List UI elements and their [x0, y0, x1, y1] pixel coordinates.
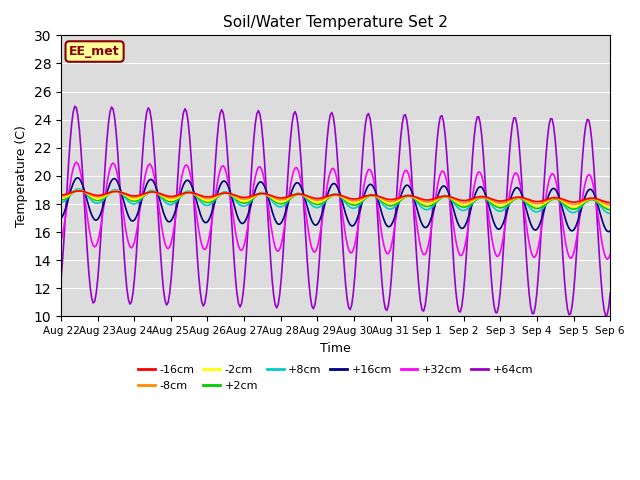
+8cm — [607, 210, 614, 216]
+16cm — [57, 216, 65, 221]
+8cm — [299, 192, 307, 198]
+16cm — [223, 180, 230, 185]
-8cm — [577, 199, 585, 205]
-16cm — [223, 190, 230, 196]
+64cm — [241, 275, 248, 281]
-8cm — [607, 202, 614, 208]
+64cm — [126, 301, 134, 307]
-2cm — [241, 199, 248, 204]
Line: -16cm: -16cm — [61, 191, 611, 203]
-2cm — [577, 201, 585, 207]
+2cm — [299, 192, 307, 198]
-16cm — [126, 192, 134, 198]
+2cm — [57, 197, 65, 203]
Legend: -16cm, -8cm, -2cm, +2cm, +8cm, +16cm, +32cm, +64cm: -16cm, -8cm, -2cm, +2cm, +8cm, +16cm, +3… — [134, 361, 538, 395]
+32cm — [241, 240, 248, 246]
-16cm — [57, 192, 65, 198]
-16cm — [76, 188, 83, 194]
+8cm — [57, 200, 65, 205]
-8cm — [126, 194, 134, 200]
-2cm — [126, 195, 134, 201]
+8cm — [241, 203, 248, 209]
+32cm — [223, 170, 230, 176]
Title: Soil/Water Temperature Set 2: Soil/Water Temperature Set 2 — [223, 15, 448, 30]
+2cm — [76, 187, 83, 193]
+2cm — [577, 203, 585, 209]
+16cm — [299, 189, 307, 194]
+32cm — [57, 238, 65, 244]
Text: EE_met: EE_met — [69, 45, 120, 58]
+16cm — [74, 175, 82, 180]
Line: +8cm: +8cm — [61, 189, 611, 213]
-8cm — [299, 192, 307, 198]
+16cm — [577, 207, 585, 213]
-16cm — [250, 192, 258, 198]
+2cm — [126, 197, 134, 203]
+32cm — [577, 204, 585, 210]
-8cm — [57, 193, 65, 199]
+64cm — [299, 185, 307, 191]
+64cm — [71, 103, 79, 109]
-8cm — [223, 191, 230, 196]
+8cm — [577, 204, 585, 210]
+2cm — [223, 190, 230, 196]
Line: -8cm: -8cm — [61, 191, 611, 205]
+32cm — [72, 159, 80, 165]
+8cm — [76, 186, 83, 192]
-2cm — [250, 194, 258, 200]
-2cm — [299, 192, 307, 198]
+2cm — [607, 207, 614, 213]
+16cm — [250, 192, 258, 198]
+32cm — [604, 256, 611, 262]
Line: +2cm: +2cm — [61, 190, 611, 210]
+64cm — [57, 276, 65, 282]
+64cm — [223, 135, 230, 141]
-2cm — [607, 205, 614, 211]
-8cm — [241, 196, 248, 202]
+8cm — [250, 195, 258, 201]
+16cm — [607, 228, 614, 234]
Line: +64cm: +64cm — [61, 106, 611, 316]
-16cm — [607, 200, 614, 205]
-2cm — [76, 187, 83, 193]
+64cm — [602, 313, 609, 319]
+32cm — [607, 251, 614, 257]
+16cm — [241, 219, 248, 225]
+16cm — [605, 229, 612, 235]
+64cm — [250, 136, 258, 142]
Line: -2cm: -2cm — [61, 190, 611, 208]
+64cm — [607, 290, 614, 296]
+8cm — [223, 189, 230, 195]
+32cm — [126, 244, 134, 250]
X-axis label: Time: Time — [320, 342, 351, 355]
Y-axis label: Temperature (C): Temperature (C) — [15, 125, 28, 227]
-8cm — [76, 188, 83, 194]
-16cm — [241, 194, 248, 200]
Line: +32cm: +32cm — [61, 162, 611, 259]
+8cm — [126, 200, 134, 205]
+16cm — [126, 216, 134, 222]
+2cm — [241, 200, 248, 206]
+32cm — [299, 189, 307, 195]
-2cm — [57, 195, 65, 201]
-8cm — [250, 193, 258, 199]
+32cm — [250, 182, 258, 188]
-2cm — [223, 190, 230, 196]
+64cm — [577, 174, 585, 180]
-16cm — [299, 192, 307, 197]
-16cm — [577, 198, 585, 204]
Line: +16cm: +16cm — [61, 178, 611, 232]
+2cm — [250, 195, 258, 201]
